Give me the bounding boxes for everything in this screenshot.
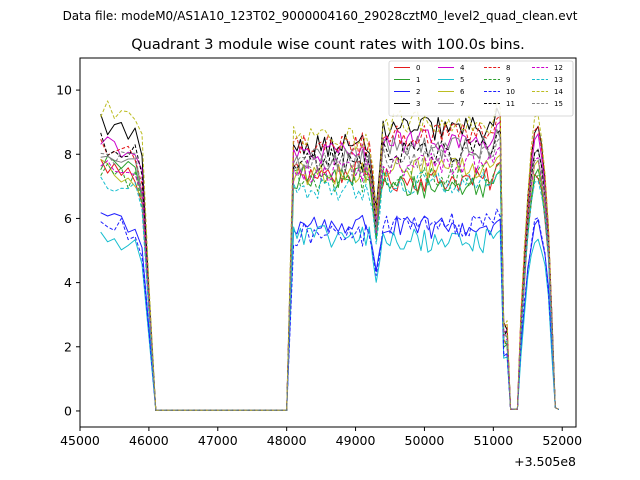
legend-label: 0 xyxy=(416,64,420,72)
legend-label: 14 xyxy=(554,88,563,96)
legend-label: 6 xyxy=(460,88,465,96)
axes-frame xyxy=(79,57,577,428)
series-line-7 xyxy=(100,129,560,411)
x-tick-label: 46000 xyxy=(129,433,169,448)
series-line-11 xyxy=(100,129,560,411)
y-tick-label: 8 xyxy=(64,147,72,162)
series-line-10 xyxy=(100,208,560,411)
plot-area: 45000 46000 47000 48000 49000 50000 51000 52000… xyxy=(56,57,582,469)
series-line-1 xyxy=(100,155,560,411)
x-tick-label: 45000 xyxy=(60,433,100,448)
x-tick-label: 47000 xyxy=(198,433,238,448)
x-tick-label: 52000 xyxy=(542,433,582,448)
chart-suptitle: Data file: modeM0/AS1A10_123T02_90000041… xyxy=(63,9,578,23)
x-axis: 45000 46000 47000 48000 49000 50000 51000 52000 xyxy=(60,427,582,448)
legend-label: 2 xyxy=(416,88,420,96)
x-offset-label: +3.505e8 xyxy=(514,454,576,469)
legend-label: 15 xyxy=(554,100,563,108)
series-line-15 xyxy=(100,136,560,411)
chart-title: Quadrant 3 module wise count rates with … xyxy=(131,37,525,53)
legend-label: 4 xyxy=(460,64,465,72)
series-line-3 xyxy=(100,107,560,411)
series-line-5 xyxy=(100,225,560,411)
legend-label: 8 xyxy=(506,64,510,72)
series-layer xyxy=(100,100,560,411)
y-axis: 0 2 4 6 8 10 xyxy=(56,83,80,418)
series-line-14 xyxy=(100,100,560,411)
x-tick-label: 48000 xyxy=(267,433,307,448)
legend-label: 7 xyxy=(460,100,464,108)
legend-label: 3 xyxy=(416,100,420,108)
legend-frame xyxy=(388,60,574,117)
series-line-0 xyxy=(100,158,560,411)
legend-label: 12 xyxy=(554,64,563,72)
y-tick-label: 0 xyxy=(64,403,72,418)
x-tick-label: 50000 xyxy=(405,433,445,448)
series-line-9 xyxy=(100,162,560,411)
legend-label: 9 xyxy=(506,76,510,84)
x-tick-label: 49000 xyxy=(336,433,376,448)
series-line-6 xyxy=(100,154,560,411)
legend-label: 11 xyxy=(506,100,515,108)
series-line-13 xyxy=(100,169,560,411)
legend-label: 13 xyxy=(554,76,563,84)
y-tick-label: 6 xyxy=(64,211,72,226)
legend-label: 5 xyxy=(460,76,464,84)
y-tick-label: 10 xyxy=(56,83,72,98)
x-tick-label: 51000 xyxy=(473,433,513,448)
series-line-12 xyxy=(100,146,560,411)
legend-label: 1 xyxy=(416,76,420,84)
y-tick-label: 2 xyxy=(64,339,72,354)
y-tick-label: 4 xyxy=(64,275,72,290)
legend-label: 10 xyxy=(506,88,515,96)
